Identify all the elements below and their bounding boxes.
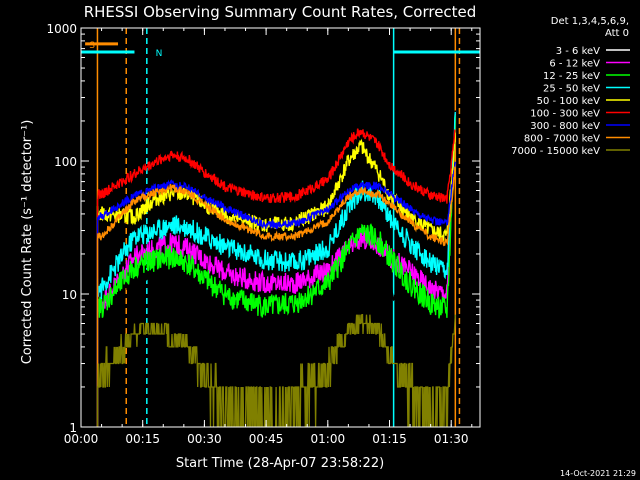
x-tick-label: 00:15 xyxy=(125,432,160,446)
y-tick-label: 10 xyxy=(62,288,77,302)
series-line xyxy=(96,313,456,427)
y-axis-title: Corrected Count Rate (s⁻¹ detector⁻¹) xyxy=(20,120,35,365)
generated-timestamp: 14-Oct-2021 21:29 xyxy=(560,469,636,478)
series-line xyxy=(96,166,456,427)
x-tick-label: 01:30 xyxy=(434,432,469,446)
x-tick-label: 01:15 xyxy=(372,432,407,446)
legend-entry-label: 100 - 300 keV xyxy=(530,109,600,120)
legend-entry-label: 6 - 12 keV xyxy=(549,59,600,70)
legend: Det 1,3,4,5,6,9,Att 0 3 - 6 keV 6 - 12 keV… xyxy=(511,16,630,157)
x-tick-label: 00:30 xyxy=(187,432,222,446)
series-line xyxy=(96,111,456,427)
y-axis-ticks: 1 10 100 1000 xyxy=(46,22,480,435)
x-tick-label: 00:45 xyxy=(249,432,284,446)
legend-header: Det 1,3,4,5,6,9, xyxy=(551,16,629,27)
x-tick-label: 00:00 xyxy=(64,432,99,446)
plot-frame xyxy=(80,27,481,428)
legend-entry-label: 7000 - 15000 keV xyxy=(511,146,600,157)
series-line xyxy=(96,114,456,427)
legend-entry-label: 300 - 800 keV xyxy=(530,121,600,132)
series-line xyxy=(96,110,456,427)
y-tick-label: 1 xyxy=(69,421,77,435)
flag-label: N xyxy=(156,49,163,59)
y-tick-label: 100 xyxy=(54,155,77,169)
chart-title: RHESSI Observing Summary Count Rates, Co… xyxy=(84,3,477,21)
flag-label: S xyxy=(89,41,95,51)
y-tick-label: 1000 xyxy=(46,22,77,36)
legend-entry-label: 800 - 7000 keV xyxy=(524,134,600,145)
legend-entry-label: 50 - 100 keV xyxy=(537,96,601,107)
x-tick-label: 01:00 xyxy=(311,432,346,446)
legend-entry-label: 25 - 50 keV xyxy=(543,84,600,95)
x-axis-title: Start Time (28-Apr-07 23:58:22) xyxy=(176,456,384,471)
legend-entry-label: 12 - 25 keV xyxy=(543,71,600,82)
plot-marks: SN xyxy=(81,28,480,427)
legend-entry-label: 3 - 6 keV xyxy=(556,46,600,57)
series-line xyxy=(96,128,456,427)
legend-header: Att 0 xyxy=(605,28,629,39)
